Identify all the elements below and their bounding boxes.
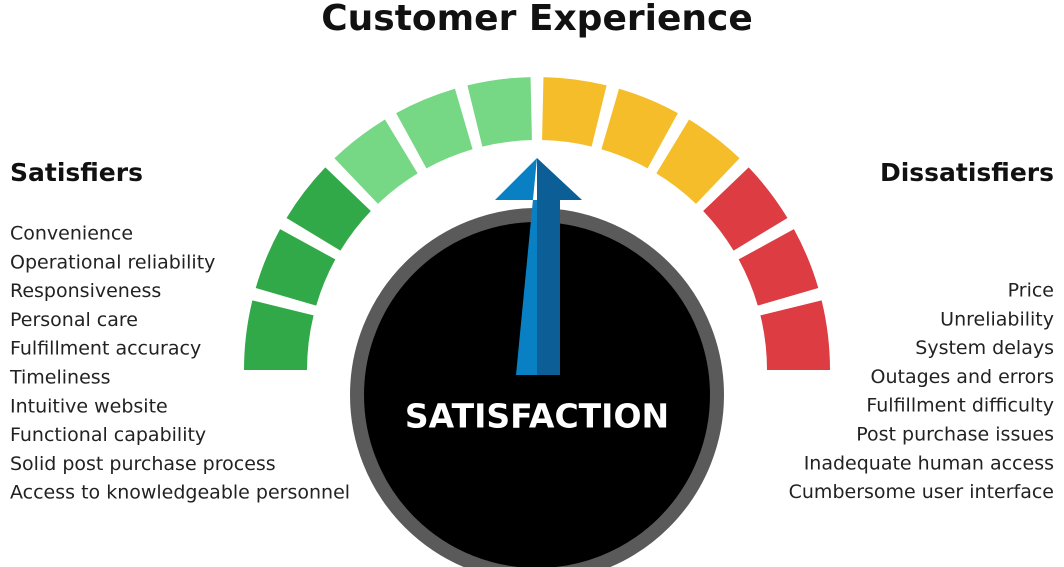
gauge <box>244 77 830 370</box>
gauge-segment <box>656 119 740 204</box>
satisfier-item: Intuitive website <box>10 395 168 417</box>
satisfier-item: Functional capability <box>10 424 206 446</box>
gauge-label: SATISFACTION <box>405 397 669 436</box>
arrow-left <box>495 158 537 375</box>
satisfier-item: Responsiveness <box>10 280 161 302</box>
satisfier-item: Personal care <box>10 309 138 331</box>
gauge-segment <box>334 119 418 204</box>
gauge-segment <box>286 167 371 251</box>
gauge-segment <box>703 167 788 251</box>
gauge-segment <box>396 88 473 169</box>
satisfier-item: Access to knowledgeable personnel <box>10 482 350 504</box>
gauge-segment <box>601 88 678 169</box>
dissatisfiers-heading: Dissatisfiers <box>880 158 1054 187</box>
dissatisfier-item: Fulfillment difficulty <box>866 395 1054 417</box>
dissatisfier-item: Cumbersome user interface <box>789 481 1054 503</box>
satisfier-item: Timeliness <box>9 367 111 389</box>
gauge-segment <box>255 229 336 306</box>
gauge-segment <box>542 77 607 147</box>
satisfier-item: Convenience <box>10 223 133 245</box>
dissatisfier-item: System delays <box>915 337 1054 359</box>
title: Customer Experience <box>321 0 753 39</box>
satisfier-item: Operational reliability <box>10 251 215 273</box>
gauge-segment <box>760 300 830 370</box>
satisfiers-heading: Satisfiers <box>10 158 143 187</box>
dissatisfier-item: Inadequate human access <box>804 452 1054 474</box>
dissatisfier-item: Post purchase issues <box>856 424 1054 446</box>
dissatisfier-item: Unreliability <box>940 308 1054 330</box>
gauge-segment <box>244 300 314 370</box>
arrow-right <box>537 158 582 375</box>
satisfier-item: Fulfillment accuracy <box>10 338 201 360</box>
gauge-segment <box>467 77 532 147</box>
satisfier-item: Solid post purchase process <box>10 453 276 475</box>
dissatisfier-item: Price <box>1008 280 1054 302</box>
gauge-segment <box>738 229 819 306</box>
dissatisfier-item: Outages and errors <box>871 366 1054 388</box>
